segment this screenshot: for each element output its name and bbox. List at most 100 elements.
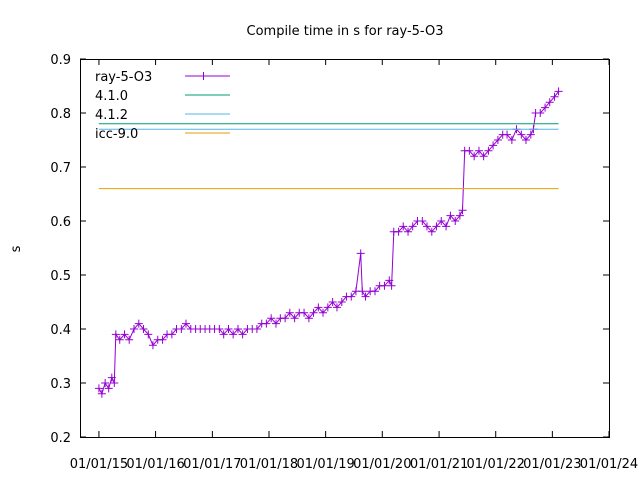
data-point xyxy=(323,303,332,312)
data-point xyxy=(304,314,313,323)
x-tick-label: 01/01/23 xyxy=(523,457,581,472)
data-point xyxy=(385,276,394,285)
data-point xyxy=(470,152,479,161)
data-point xyxy=(130,325,139,333)
data-point xyxy=(451,217,460,225)
y-tick-label: 0.3 xyxy=(50,377,71,392)
data-point xyxy=(332,303,341,312)
data-point xyxy=(139,325,148,333)
data-point xyxy=(300,308,309,317)
x-tick-label: 01/01/15 xyxy=(70,457,128,472)
data-point xyxy=(446,211,455,220)
data-point xyxy=(418,217,427,225)
data-point xyxy=(267,314,276,323)
data-point xyxy=(229,330,238,339)
data-point xyxy=(517,130,526,139)
data-point xyxy=(521,136,530,144)
x-tick-label: 01/01/21 xyxy=(410,457,468,472)
data-point xyxy=(314,303,323,312)
data-point xyxy=(97,389,106,398)
legend-label: icc-9.0 xyxy=(95,127,138,142)
y-tick-label: 0.2 xyxy=(50,431,71,446)
data-point xyxy=(493,136,502,144)
x-tick-label: 01/01/18 xyxy=(240,457,298,472)
data-point xyxy=(252,325,261,333)
data-point xyxy=(219,330,228,339)
data-point xyxy=(432,222,441,231)
data-point xyxy=(356,249,365,258)
data-point xyxy=(101,379,110,387)
data-point xyxy=(484,146,493,155)
data-point xyxy=(224,325,233,333)
data-point xyxy=(94,384,103,393)
data-point xyxy=(328,298,337,306)
data-point xyxy=(158,335,167,344)
x-tick-label: 01/01/20 xyxy=(353,457,411,472)
data-point xyxy=(115,335,124,344)
y-tick-label: 0.4 xyxy=(50,323,71,338)
data-point xyxy=(181,319,190,328)
data-point xyxy=(111,330,120,339)
data-point xyxy=(536,109,545,117)
legend-label: 4.1.2 xyxy=(95,108,128,123)
data-point xyxy=(134,319,143,328)
data-point xyxy=(503,130,512,139)
data-point xyxy=(408,222,417,231)
data-point xyxy=(554,87,563,96)
data-point xyxy=(394,227,403,236)
data-point xyxy=(361,292,370,301)
data-point xyxy=(262,319,271,328)
data-point xyxy=(290,314,299,323)
y-axis-label: s xyxy=(9,245,24,252)
x-tick-label: 01/01/22 xyxy=(467,457,525,472)
data-point xyxy=(507,136,516,144)
y-axis: 0.2 0.3 0.4 0.5 0.6 0.7 0.8 0.9 xyxy=(50,53,609,446)
x-tick-label: 01/01/19 xyxy=(296,457,354,472)
data-point xyxy=(347,292,356,301)
data-point xyxy=(380,281,389,290)
data-point xyxy=(437,217,446,225)
x-tick-label: 01/01/24 xyxy=(580,457,638,472)
data-point xyxy=(550,92,559,101)
y-tick-label: 0.6 xyxy=(50,215,71,230)
data-point xyxy=(271,319,280,328)
data-point xyxy=(281,314,290,323)
data-point xyxy=(285,308,294,317)
y-tick-label: 0.5 xyxy=(50,269,71,284)
data-point xyxy=(215,325,224,333)
x-axis: 01/01/1501/01/1601/01/1701/01/1801/01/19… xyxy=(70,59,638,472)
data-point xyxy=(148,341,157,350)
data-point xyxy=(541,103,550,112)
data-point xyxy=(144,330,153,339)
legend-label: 4.1.0 xyxy=(95,89,128,104)
data-point xyxy=(110,379,119,387)
y-tick-label: 0.7 xyxy=(50,161,71,176)
x-tick-label: 01/01/16 xyxy=(126,457,184,472)
data-point xyxy=(465,146,474,155)
data-point xyxy=(399,222,408,231)
legend: ray-5-O3 4.1.0 4.1.2 icc-9.0 xyxy=(95,70,230,142)
chart-title: Compile time in s for ray-5-O3 xyxy=(247,24,444,39)
x-tick-label: 01/01/17 xyxy=(183,457,241,472)
data-point xyxy=(387,281,396,290)
data-point xyxy=(489,141,498,150)
data-point xyxy=(545,98,554,107)
data-point xyxy=(404,227,413,236)
data-point xyxy=(458,206,467,215)
data-point xyxy=(422,222,431,231)
legend-label: ray-5-O3 xyxy=(95,70,152,85)
data-point xyxy=(370,287,379,296)
data-point xyxy=(427,227,436,236)
data-point xyxy=(337,298,346,306)
y-tick-label: 0.9 xyxy=(50,53,71,68)
data-point xyxy=(120,330,129,339)
data-point xyxy=(167,330,176,339)
data-point xyxy=(107,373,116,382)
data-point xyxy=(526,130,535,139)
legend-marker xyxy=(199,72,208,80)
data-point xyxy=(319,308,328,317)
data-point xyxy=(442,222,451,231)
series-layer xyxy=(94,87,563,398)
data-point xyxy=(104,384,113,393)
